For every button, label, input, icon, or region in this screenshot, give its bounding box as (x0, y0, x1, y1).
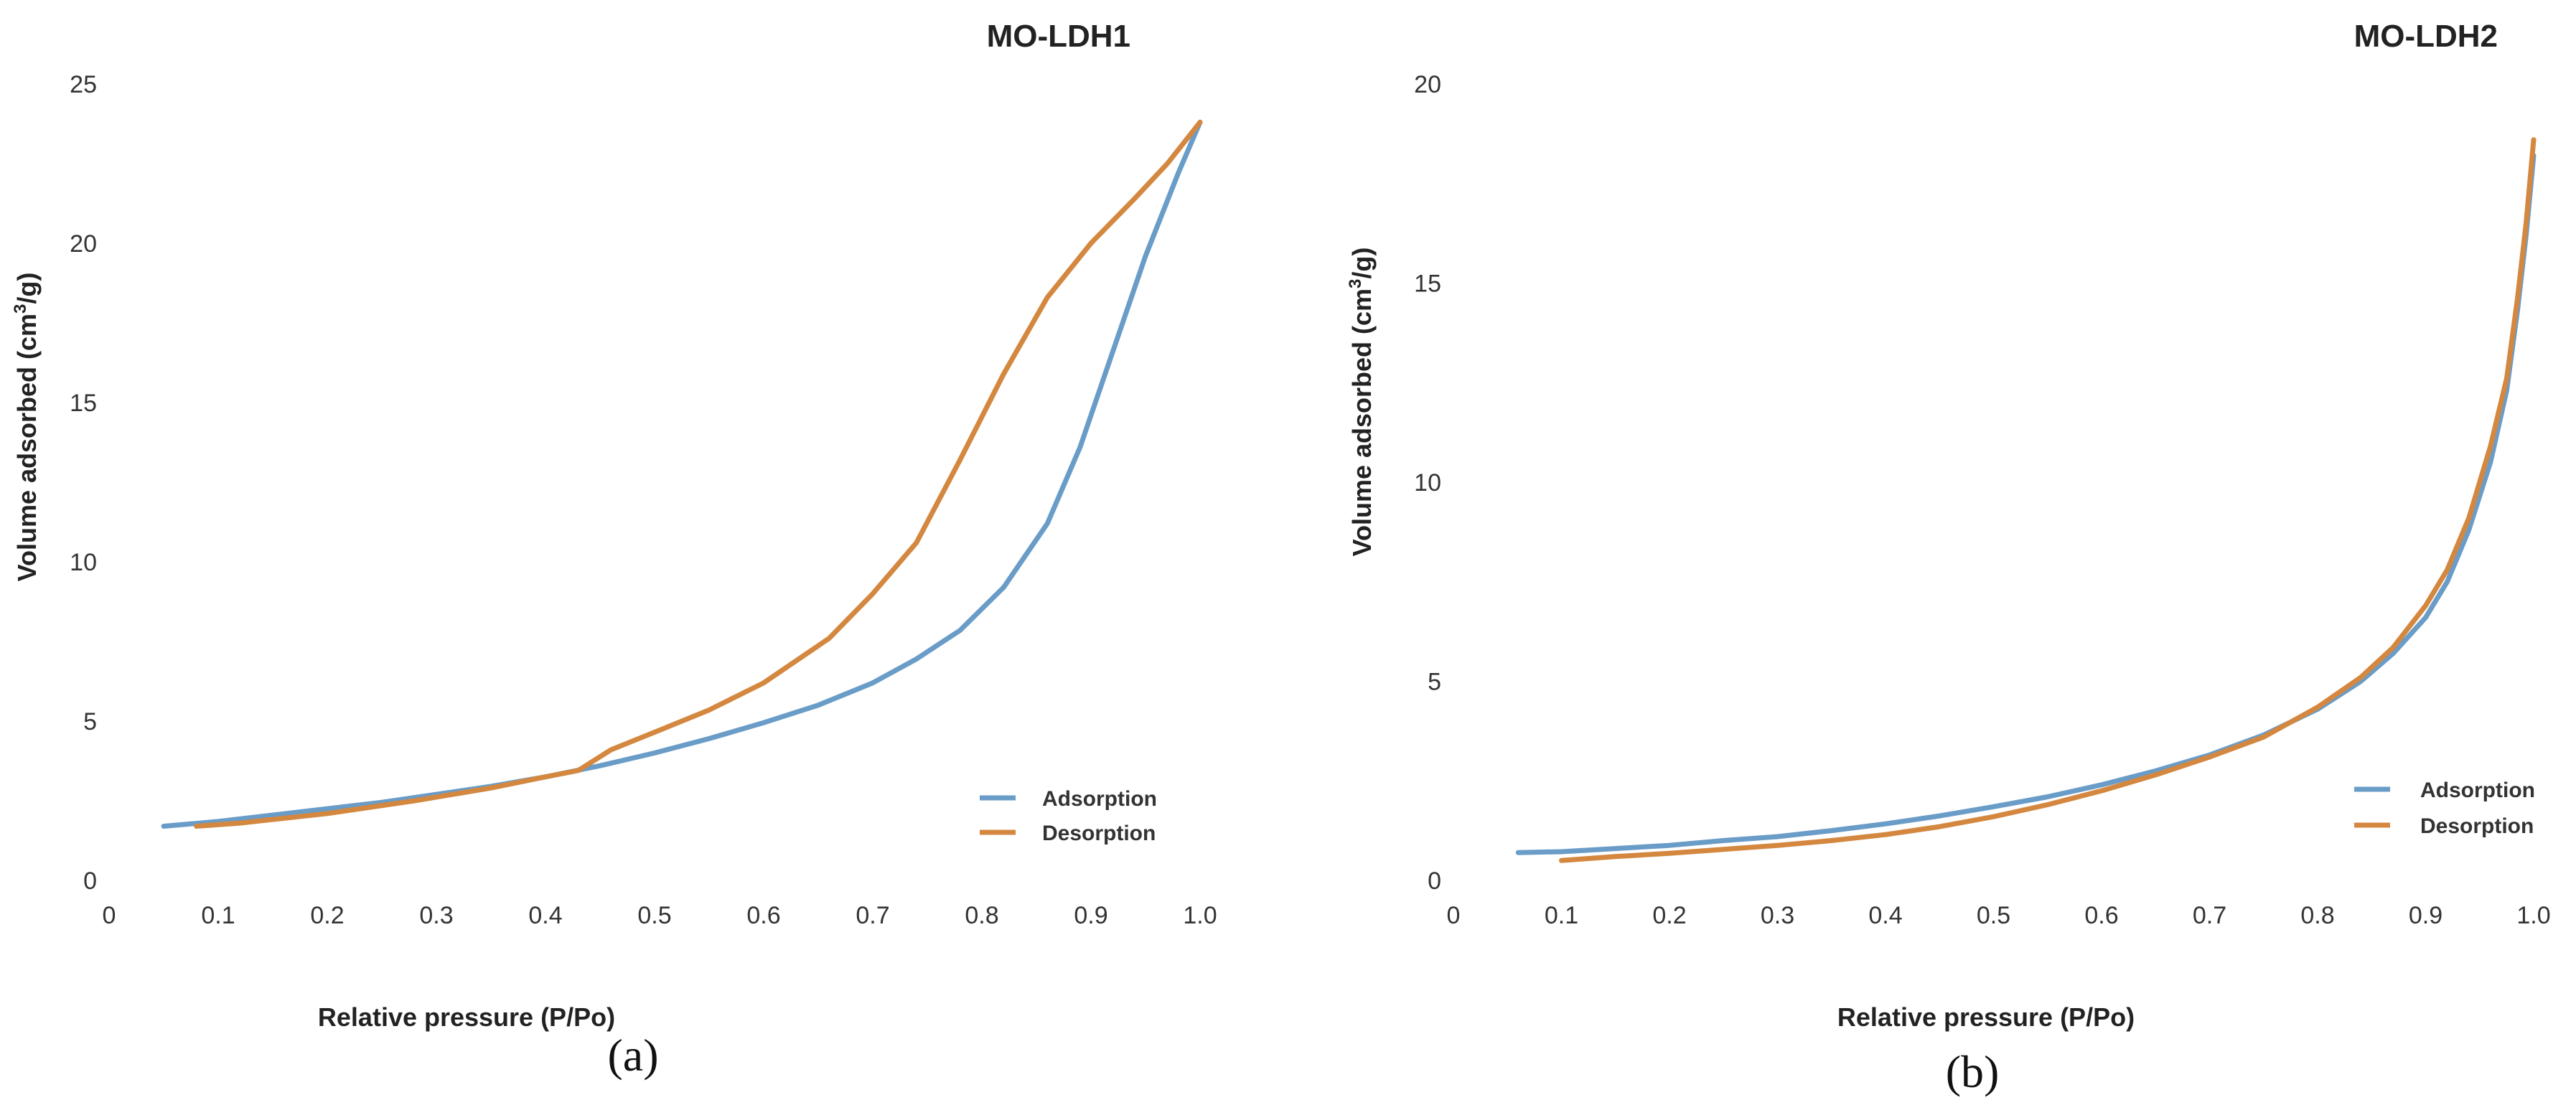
chart-b-y-tick-label: 10 (1414, 469, 1441, 497)
chart-b-y-axis-label: Volume adsorbed (cm3/g) (1346, 248, 1377, 557)
chart-b-y-ticks: 0 5 10 15 20 (1414, 71, 1441, 895)
chart-b-x-tick-label: 1.0 (2516, 902, 2550, 929)
chart-a-y-label-sup: 3 (11, 304, 30, 314)
chart-b-legend-label-desorption: Desorption (2420, 814, 2534, 838)
chart-a-x-tick-label: 1.0 (1183, 902, 1217, 929)
chart-b-x-tick-label: 0.2 (1652, 902, 1686, 929)
chart-b-legend: Adsorption Desorption (2354, 779, 2535, 838)
chart-b-x-tick-label: 0.7 (2193, 902, 2226, 929)
chart-b-x-tick-label: 0.8 (2300, 902, 2334, 929)
chart-a-x-ticks: 0 0.1 0.2 0.3 0.4 0.5 0.6 0.7 0.8 0.9 1.0 (103, 902, 1217, 929)
chart-b-y-label-suffix: /g) (1347, 248, 1377, 279)
chart-a-y-tick-label: 10 (70, 549, 97, 576)
chart-b-y-tick-label: 5 (1428, 669, 1441, 696)
chart-a-x-tick-label: 0.6 (746, 902, 780, 929)
chart-a-legend-label-desorption: Desorption (1042, 822, 1156, 845)
chart-b-y-tick-label: 20 (1414, 71, 1441, 98)
chart-a-y-tick-label: 0 (83, 867, 97, 895)
chart-b-y-label-prefix: Volume adsorbed (cm (1347, 288, 1377, 556)
chart-a-legend-label-adsorption: Adsorption (1042, 787, 1157, 811)
chart-a-caption: (a) (607, 1030, 658, 1081)
chart-b-caption: (b) (1946, 1046, 2000, 1097)
chart-b-title: MO-LDH2 (2354, 19, 2498, 54)
chart-a-series-line-adsorption (161, 119, 1203, 829)
chart-b-x-tick-label: 0.9 (2409, 902, 2442, 929)
chart-a-x-tick-label: 0.7 (856, 902, 889, 929)
chart-b-series-line-desorption (1559, 137, 2537, 863)
chart-a-y-ticks: 0 5 10 15 20 25 (70, 71, 97, 895)
chart-b-series-line-adsorption (1515, 153, 2537, 855)
chart-b-x-tick-label: 0.5 (1977, 902, 2010, 929)
chart-b-x-tick-label: 0.3 (1761, 902, 1794, 929)
chart-b-x-tick-label: 0.1 (1545, 902, 1578, 929)
chart-a: MO-LDH1 0 5 10 15 20 25 0 0.1 0.2 0.3 0.4 0.5 0.6 0.… (11, 19, 1217, 1081)
chart-a-x-tick-label: 0.8 (965, 902, 998, 929)
chart-a-y-axis-label: Volume adsorbed (cm3/g) (11, 273, 42, 582)
chart-a-y-tick-label: 15 (70, 390, 97, 417)
chart-a-legend: Adsorption Desorption (980, 787, 1157, 845)
chart-b-x-tick-label: 0.6 (2084, 902, 2118, 929)
chart-a-x-tick-label: 0.9 (1074, 902, 1107, 929)
chart-b-y-tick-label: 0 (1428, 867, 1441, 895)
chart-b-x-ticks: 0 0.1 0.2 0.3 0.4 0.5 0.6 0.7 0.8 0.9 1.0 (1447, 902, 2551, 929)
chart-a-y-label-prefix: Volume adsorbed (cm (12, 314, 42, 581)
chart-a-x-axis-label: Relative pressure (P/Po) (318, 1002, 615, 1032)
chart-a-x-tick-label: 0 (103, 902, 116, 929)
chart-b-x-tick-label: 0 (1447, 902, 1461, 929)
chart-a-y-tick-label: 20 (70, 230, 97, 258)
chart-b-x-axis-label: Relative pressure (P/Po) (1837, 1002, 2135, 1032)
chart-a-series-line-desorption (194, 119, 1203, 829)
chart-a-y-label-suffix: /g) (12, 273, 42, 304)
chart-a-x-tick-label: 0.5 (637, 902, 671, 929)
chart-b-y-label-sup: 3 (1346, 279, 1365, 288)
chart-a-x-tick-label: 0.3 (419, 902, 453, 929)
chart-a-y-tick-label: 25 (70, 71, 97, 98)
chart-a-y-tick-label: 5 (83, 708, 97, 735)
chart-a-x-tick-label: 0.1 (201, 902, 235, 929)
chart-a-series (161, 119, 1203, 829)
chart-b-x-tick-label: 0.4 (1868, 902, 1902, 929)
chart-b-legend-label-adsorption: Adsorption (2420, 779, 2535, 802)
chart-a-title: MO-LDH1 (987, 19, 1130, 54)
chart-b-y-tick-label: 15 (1414, 271, 1441, 298)
chart-a-x-tick-label: 0.4 (528, 902, 562, 929)
chart-b-series (1515, 137, 2537, 863)
chart-a-x-tick-label: 0.2 (310, 902, 344, 929)
